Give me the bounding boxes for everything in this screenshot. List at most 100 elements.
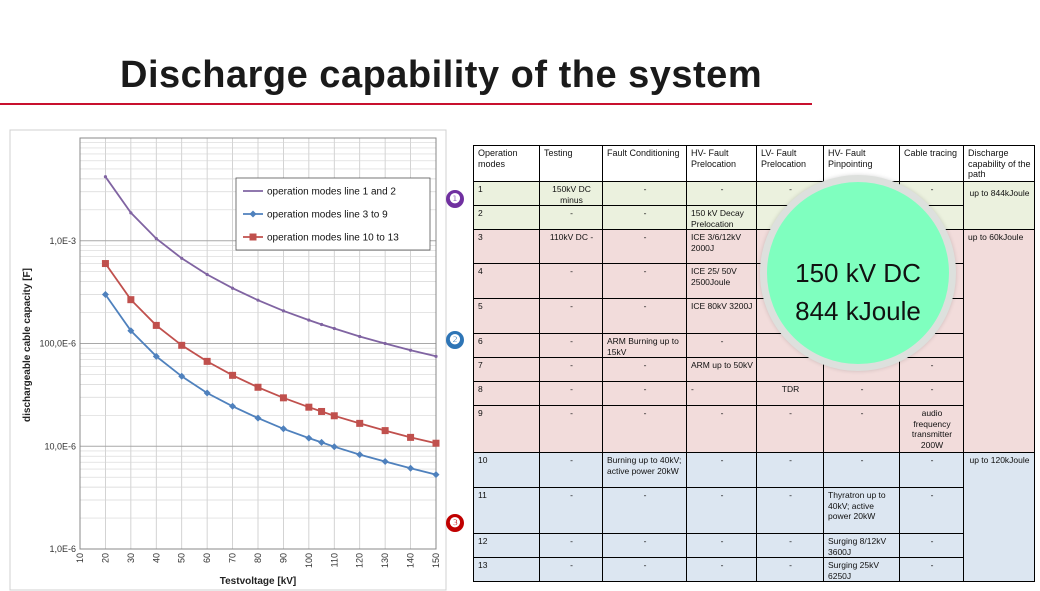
- data-point: [203, 389, 211, 397]
- table-row: 8 - - - TDR - -: [473, 381, 1035, 406]
- cell-conditioning: -: [602, 205, 687, 230]
- data-point: [356, 419, 364, 427]
- x-tick-label: 130: [380, 553, 390, 568]
- cell-pinpointing: Thyratron up to 40kV; active power 20kW: [823, 487, 900, 534]
- data-point: [152, 352, 160, 360]
- cell-lv-prelocation: -: [756, 533, 824, 558]
- marker-2: ❷: [446, 331, 464, 349]
- marker-3: ❸: [446, 514, 464, 532]
- data-point: [129, 211, 133, 215]
- chart-series: [101, 175, 440, 479]
- y-axis-label: dischargeable cable capacity [F]: [22, 268, 33, 422]
- highlight-circle: 150 kV DC 844 kJoule: [760, 175, 956, 371]
- y-tick-label: 1,0E-6: [49, 544, 76, 554]
- data-point: [330, 412, 338, 420]
- cell-tracing: -: [899, 357, 964, 382]
- legend-marker: [249, 210, 257, 218]
- cell-testing: -: [539, 557, 603, 582]
- y-tick-label: 100,0E-6: [39, 339, 76, 349]
- data-point: [178, 372, 186, 380]
- cell-lv-prelocation: -: [756, 452, 824, 488]
- data-point: [154, 236, 158, 241]
- data-point: [332, 326, 336, 331]
- cell-conditioning: -: [602, 533, 687, 558]
- x-tick-label: 50: [177, 553, 187, 563]
- cell-pinpointing: Surging 25kV 6250J: [823, 557, 900, 582]
- cell-mode: 11: [473, 487, 540, 534]
- cell-mode: 3: [473, 229, 540, 264]
- header-discharge-capability: Discharge capability of the path: [963, 145, 1035, 182]
- cell-lv-prelocation: TDR: [756, 381, 824, 406]
- cell-capability-120: up to 120kJoule: [963, 452, 1035, 582]
- cell-mode: 6: [473, 333, 540, 358]
- data-point: [256, 298, 260, 302]
- cell-pinpointing: Surging 8/12kV 3600J: [823, 533, 900, 558]
- table-row: 7 - - ARM up to 50kV -: [473, 357, 1035, 382]
- cell-mode: 4: [473, 263, 540, 299]
- data-point: [319, 322, 324, 327]
- cell-hv-prelocation: -: [686, 181, 757, 206]
- x-tick-label: 120: [355, 553, 365, 568]
- header-hv-fault-prelocation: HV- Fault Prelocation: [686, 145, 757, 182]
- data-point: [254, 383, 262, 391]
- table-row: 6 - ARM Burning up to 15kV -: [473, 333, 1035, 358]
- cell-testing: -: [539, 333, 603, 358]
- header-lv-fault-prelocation: LV- Fault Prelocation: [756, 145, 824, 182]
- cell-hv-prelocation: ICE 25/ 50V 2500Joule: [686, 263, 757, 299]
- cell-hv-prelocation: -: [686, 333, 757, 358]
- table-row: 11 - - - - Thyratron up to 40kV; active …: [473, 487, 1035, 534]
- data-point: [281, 309, 286, 313]
- data-point: [318, 438, 326, 446]
- cell-conditioning: -: [602, 298, 687, 334]
- cell-testing: -: [539, 298, 603, 334]
- table-row: 10 - Burning up to 40kV; active power 20…: [473, 452, 1035, 582]
- cell-conditioning: -: [602, 263, 687, 299]
- data-point: [230, 286, 235, 290]
- cell-tracing: -: [899, 533, 964, 558]
- highlight-voltage: 150 kV DC: [795, 258, 921, 288]
- data-point: [407, 433, 415, 441]
- legend-label: operation modes line 3 to 9: [267, 210, 388, 221]
- discharge-chart: 1,0E-6 10,0E-6 100,0E-6 1,0E-3 10 20 30 40 50 60…: [9, 129, 447, 591]
- cell-lv-prelocation: -: [756, 405, 824, 453]
- table-row: 1 150kV DC minus - - - - up to 844kJoule: [473, 181, 1035, 230]
- header-fault-conditioning: Fault Conditioning: [602, 145, 687, 182]
- x-axis-label: Testvoltage [kV]: [220, 576, 297, 587]
- data-point: [432, 471, 440, 479]
- cell-tracing: -: [899, 487, 964, 534]
- cell-pinpointing: -: [823, 381, 900, 406]
- data-point: [279, 394, 287, 402]
- cell-testing: -: [539, 405, 603, 453]
- cell-tracing: -: [899, 381, 964, 406]
- operation-modes-table-wrap: Operation modes Testing Fault Conditioni…: [473, 145, 1035, 582]
- cell-lv-prelocation: -: [756, 487, 824, 534]
- cell-pinpointing: -: [823, 405, 900, 453]
- cell-testing: -: [539, 263, 603, 299]
- cell-hv-prelocation: ARM up to 50kV: [686, 357, 757, 382]
- x-tick-label: 100: [304, 553, 314, 568]
- table-row: 12 - - - - Surging 8/12kV 3600J -: [473, 533, 1035, 558]
- x-tick-label: 30: [126, 553, 136, 563]
- table-row: 9 - - - - - audio frequency transmitter …: [473, 405, 1035, 453]
- cell-testing: 110kV DC -: [539, 229, 603, 264]
- y-tick-labels: 1,0E-6 10,0E-6 100,0E-6 1,0E-3: [39, 236, 76, 554]
- operation-modes-table: Operation modes Testing Fault Conditioni…: [473, 145, 1035, 582]
- cell-testing: -: [539, 452, 603, 488]
- y-tick-label: 1,0E-3: [49, 236, 76, 246]
- cell-hv-prelocation: -: [686, 405, 757, 453]
- x-tick-label: 140: [406, 553, 416, 568]
- data-point: [229, 371, 237, 379]
- table-row: 2 - - 150 kV Decay Prelocation: [473, 205, 1035, 230]
- cell-mode: 13: [473, 557, 540, 582]
- cell-conditioning: -: [602, 357, 687, 382]
- x-tick-label: 70: [228, 553, 238, 563]
- data-point: [305, 403, 313, 411]
- data-point: [381, 458, 389, 466]
- legend-label: operation modes line 10 to 13: [267, 233, 399, 244]
- data-point: [127, 296, 135, 304]
- data-point: [254, 414, 262, 422]
- table-row: 13 - - - - Surging 25kV 6250J -: [473, 557, 1035, 582]
- cell-lv-prelocation: [756, 357, 824, 382]
- x-tick-label: 110: [329, 553, 339, 567]
- data-point: [434, 354, 438, 358]
